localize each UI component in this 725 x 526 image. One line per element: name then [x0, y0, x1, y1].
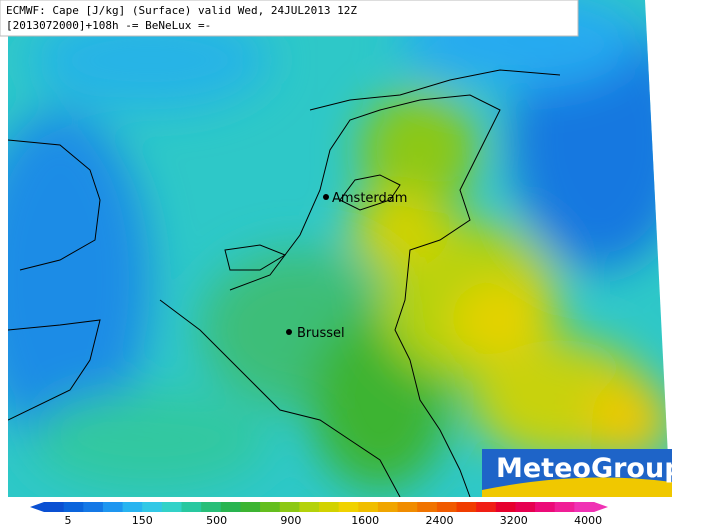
colorbar-label: 2400 — [426, 514, 454, 526]
colorbar-label: 1600 — [351, 514, 379, 526]
colorbar-segment — [142, 502, 163, 512]
colorbar-segment — [476, 502, 497, 512]
colorbar-label: 4000 — [574, 514, 602, 526]
colorbar-segment — [574, 502, 595, 512]
header-box — [0, 0, 579, 37]
colorbar-segment — [161, 502, 182, 512]
colorbar-segment — [201, 502, 222, 512]
city-label: Brussel — [297, 326, 345, 341]
colorbar-segment — [338, 502, 359, 512]
colorbar-segment — [63, 502, 84, 512]
colorbar-segment — [44, 502, 65, 512]
colorbar-segment — [358, 502, 379, 512]
colorbar-label: 500 — [206, 514, 227, 526]
colorbar-label: 900 — [280, 514, 301, 526]
colorbar-segment — [417, 502, 438, 512]
colorbar-segment — [319, 502, 340, 512]
coastlines — [8, 69, 561, 497]
colorbar-segment — [436, 502, 457, 512]
logo-box: MeteoGroup — [482, 449, 684, 497]
colorbar-label: 150 — [132, 514, 153, 526]
cape-field: Amsterdam Brussel — [8, 0, 670, 497]
colorbar-segment — [181, 502, 202, 512]
city-marker — [286, 329, 292, 335]
colorbar-segment — [377, 502, 399, 512]
colorbar-segment — [554, 502, 575, 512]
colorbar-label: 5 — [65, 514, 72, 526]
city-marker — [323, 194, 329, 200]
header-line: [2013072000]+108h -= BeNeLux =- — [6, 19, 211, 32]
colorbar-segment — [102, 502, 124, 512]
colorbar-segment — [240, 502, 261, 512]
colorbar-segment — [515, 502, 536, 512]
colorbar-segment — [456, 502, 477, 512]
colorbar-segment — [299, 502, 320, 512]
colorbar-segment — [83, 502, 104, 512]
colorbar-segment — [279, 502, 300, 512]
colorbar-segment — [535, 502, 556, 512]
city-label: Amsterdam — [332, 191, 407, 206]
colorbar-segment — [397, 502, 418, 512]
header-line: ECMWF: Cape [J/kg] (Surface) valid Wed, … — [6, 4, 357, 17]
colorbar-arrow — [30, 502, 44, 512]
logo-text: MeteoGroup — [496, 453, 684, 484]
colorbar-label: 3200 — [500, 514, 528, 526]
colorbar-arrow — [594, 502, 608, 512]
colorbar: 5 150 500 900 1600 2400 3200 4000 — [30, 502, 608, 526]
colorbar-segment — [260, 502, 281, 512]
colorbar-segment — [122, 502, 143, 512]
colorbar-segment — [220, 502, 241, 512]
colorbar-segment — [495, 502, 516, 512]
